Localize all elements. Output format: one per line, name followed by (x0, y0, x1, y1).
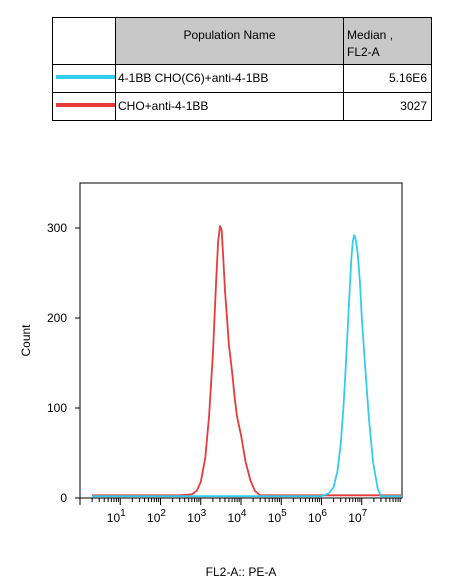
legend-row-1-median: 5.16E6 (388, 71, 427, 85)
legend-row-1-swatch (56, 75, 115, 79)
x-axis-label: FL2-A:: PE-A (206, 565, 277, 579)
y-tick-label: 0 (60, 491, 67, 505)
x-tick-label: 104 (228, 508, 247, 525)
legend-row-1-name: 4-1BB CHO(C6)+anti-4-1BB (118, 71, 269, 85)
legend-header-median-line1: Median , (347, 28, 394, 42)
plot-frame (79, 182, 403, 499)
y-tick-label: 100 (47, 401, 67, 415)
legend-row-2-median-cell: 3027 (343, 92, 432, 121)
x-tick-label: 102 (147, 508, 166, 525)
legend-row-2-name: CHO+anti-4-1BB (118, 99, 209, 113)
histogram-series-1 (92, 225, 402, 497)
x-tick-label: 105 (268, 508, 287, 525)
legend-row-2-swatch (56, 103, 115, 107)
legend-header-median-line2: FL2-A (347, 45, 380, 59)
x-tick-label: 107 (348, 508, 367, 525)
legend-header-population-text: Population Name (183, 28, 276, 42)
histogram-curves (92, 225, 402, 498)
y-axis-label: Count (19, 324, 33, 357)
axis-ticks (75, 227, 401, 505)
x-tick-label: 106 (308, 508, 327, 525)
x-tick-label: 101 (107, 508, 126, 525)
legend-row-2-median: 3027 (400, 99, 427, 113)
y-tick-label: 300 (47, 221, 67, 235)
legend-table: Population Name Median , FL2-A 4-1BB CHO… (52, 17, 432, 121)
x-tick-label: 103 (187, 508, 206, 525)
histogram-series-2 (92, 234, 402, 498)
y-tick-label: 200 (47, 311, 67, 325)
